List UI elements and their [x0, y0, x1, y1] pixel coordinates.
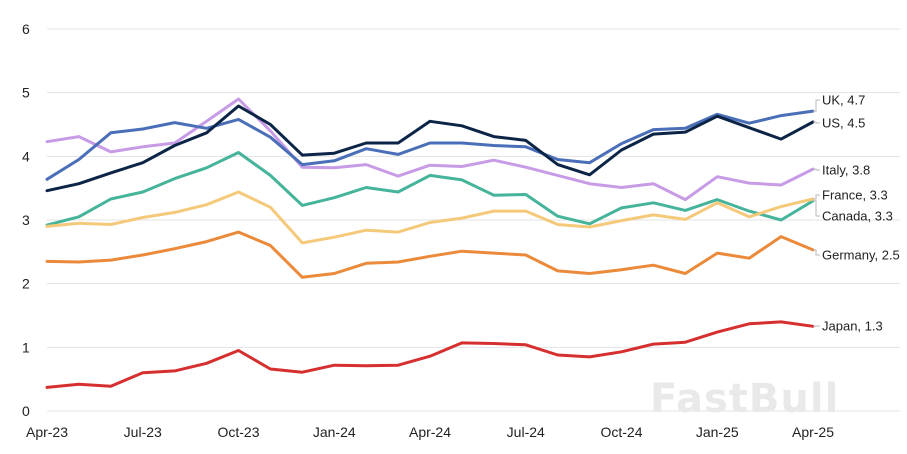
end-label-us: US, 4.5	[822, 116, 865, 131]
leader-line-uk	[813, 99, 820, 112]
end-label-france: France, 3.3	[822, 188, 888, 203]
y-tick-label: 6	[22, 21, 30, 37]
series-line-italy	[45, 97, 815, 202]
x-tick-label-oct-24: Oct-24	[600, 424, 642, 440]
series-line-uk	[45, 109, 815, 181]
leader-line-us	[813, 121, 820, 124]
series-line-germany	[45, 230, 815, 279]
leader-line-germany	[813, 249, 820, 256]
end-label-canada: Canada, 3.3	[822, 209, 893, 224]
y-tick-label: 5	[22, 85, 30, 101]
leader-line-canada	[813, 200, 820, 217]
x-axis-ticks: Apr-23 Jul-23 Oct-23 Jan-24 Apr-24 Jul-24 Oct-…	[26, 424, 834, 440]
x-tick-label-oct-23: Oct-23	[217, 424, 259, 440]
x-tick-label-apr-23: Apr-23	[26, 424, 68, 440]
x-tick-label-jul-24: Jul-24	[507, 424, 545, 440]
x-tick-label-jul-23: Jul-23	[124, 424, 162, 440]
end-label-germany: Germany, 2.5	[822, 248, 900, 263]
end-label-japan: Japan, 1.3	[822, 319, 883, 334]
y-axis-ticks: 0 1 2 3 4 5 6	[22, 21, 30, 419]
watermark-text: FastBull	[650, 376, 839, 422]
x-tick-label-apr-24: Apr-24	[409, 424, 451, 440]
x-tick-label-jan-24: Jan-24	[313, 424, 356, 440]
series-line-canada	[45, 151, 815, 227]
series-lines	[45, 97, 815, 389]
label-leader-lines	[813, 99, 820, 327]
end-label-italy: Italy, 3.8	[822, 163, 870, 178]
y-tick-label: 2	[22, 276, 30, 292]
series-line-japan	[45, 320, 815, 389]
leader-line-france	[813, 194, 820, 200]
y-tick-label: 4	[22, 148, 30, 164]
end-label-uk: UK, 4.7	[822, 93, 865, 108]
x-tick-label-apr-25: Apr-25	[792, 424, 834, 440]
series-line-us	[45, 104, 815, 193]
series-end-labels: Japan, 1.3 Germany, 2.5 Canada, 3.3 France,…	[822, 93, 900, 334]
series-line-france	[45, 190, 815, 245]
leader-line-italy	[813, 168, 820, 171]
y-tick-label: 3	[22, 212, 30, 228]
x-tick-label-jan-25: Jan-25	[696, 424, 739, 440]
y-tick-label: 0	[22, 403, 30, 419]
y-tick-label: 1	[22, 339, 30, 355]
gridlines	[47, 28, 900, 412]
